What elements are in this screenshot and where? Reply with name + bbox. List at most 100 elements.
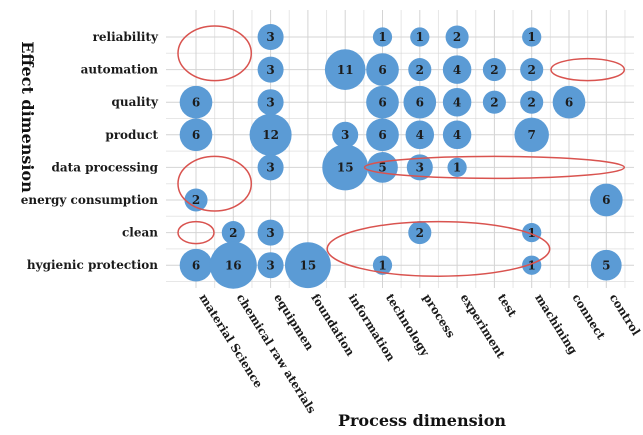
bubble xyxy=(590,249,622,281)
bubble xyxy=(332,121,359,148)
highlight-ellipse xyxy=(177,155,253,212)
bubble xyxy=(257,219,284,246)
bubble xyxy=(249,113,292,156)
y-tick-label: reliability xyxy=(93,30,159,44)
bubble-value-label: 4 xyxy=(453,95,461,109)
bubble xyxy=(405,120,435,150)
bubble xyxy=(445,25,469,49)
bubble xyxy=(552,85,586,119)
bubble-value-label: 2 xyxy=(490,63,498,77)
y-tick-label: energy consumption xyxy=(21,193,159,207)
bubble xyxy=(179,85,213,119)
bubble-value-label: 3 xyxy=(266,63,274,77)
bubble xyxy=(406,154,433,181)
bubble xyxy=(366,118,399,152)
bubble xyxy=(367,152,398,183)
bubble-value-label: 2 xyxy=(416,226,424,240)
bubble xyxy=(442,87,472,117)
bubble xyxy=(324,49,366,90)
bubble-value-label: 12 xyxy=(262,128,279,142)
bubble-value-label: 2 xyxy=(528,95,536,109)
bubble-value-label: 6 xyxy=(416,95,424,109)
highlight-ellipse xyxy=(177,25,253,82)
bubble-value-label: 5 xyxy=(602,258,610,272)
x-tick-label: test xyxy=(495,291,520,320)
bubble-value-label: 3 xyxy=(266,258,274,272)
bubble xyxy=(408,221,432,245)
bubble xyxy=(179,248,213,282)
bubble-value-label: 2 xyxy=(229,226,237,240)
bubble xyxy=(322,144,369,191)
bubble xyxy=(482,58,506,82)
bubble-value-label: 5 xyxy=(378,161,386,175)
bubble xyxy=(442,120,472,150)
highlight-ellipse xyxy=(363,155,626,180)
bubble-value-label: 15 xyxy=(300,258,317,272)
bubble xyxy=(522,255,542,275)
bubble-value-label: 3 xyxy=(341,128,349,142)
bubble-series: 3 1 1 2 13 11 6 2 4 2 26 3 6 6 4 2 2 66 12 3 6 4 4 73 15 5 3 12 62 3 2… xyxy=(179,23,623,289)
bubble xyxy=(257,23,284,51)
bubble-value-label: 6 xyxy=(378,128,386,142)
bubble-value-label: 4 xyxy=(416,128,424,142)
bubble-value-label: 1 xyxy=(528,226,536,240)
bubble-value-label: 1 xyxy=(378,30,386,44)
bubble-value-label: 6 xyxy=(192,95,200,109)
bubble-value-label: 3 xyxy=(266,226,274,240)
bubble-value-label: 1 xyxy=(416,30,424,44)
bubble xyxy=(257,154,284,181)
y-tick-label: automation xyxy=(81,63,159,77)
x-tick-label: control xyxy=(607,291,643,338)
bubble xyxy=(410,27,430,47)
bubble xyxy=(372,255,393,275)
bubble-value-label: 3 xyxy=(266,161,274,175)
highlight-ellipse xyxy=(177,220,215,245)
bubble-value-label: 6 xyxy=(378,63,386,77)
bubble xyxy=(209,241,257,289)
bubble xyxy=(257,56,284,83)
x-tick-label: process xyxy=(420,291,458,340)
bubble-value-label: 3 xyxy=(266,95,274,109)
bubble xyxy=(522,27,542,47)
highlight-ellipse xyxy=(550,57,626,82)
bubble xyxy=(184,188,208,212)
bubble-value-label: 2 xyxy=(528,63,536,77)
highlight-ellipse xyxy=(326,220,551,277)
bubble-value-label: 2 xyxy=(192,193,200,207)
y-tick-label: clean xyxy=(122,226,158,240)
y-tick-label: hygienic protection xyxy=(27,258,158,272)
bubble-value-label: 6 xyxy=(192,128,200,142)
bubble-value-label: 6 xyxy=(192,258,200,272)
bubble-value-label: 3 xyxy=(266,30,274,44)
bubble xyxy=(403,85,437,119)
bubble-value-label: 1 xyxy=(453,161,461,175)
bubble xyxy=(408,58,432,82)
y-axis-title: Effect dimension xyxy=(18,41,37,193)
y-tick-label: product xyxy=(105,128,158,142)
bubble xyxy=(366,53,399,86)
bubble-value-label: 2 xyxy=(416,63,424,77)
bubble xyxy=(366,85,399,119)
bubble xyxy=(442,55,472,84)
bubble-value-label: 3 xyxy=(416,161,424,175)
highlight-ellipses xyxy=(177,25,626,277)
x-axis-title: Process dimension xyxy=(338,411,506,430)
bubble xyxy=(179,118,213,152)
bubble-value-label: 1 xyxy=(528,258,536,272)
y-tick-label: quality xyxy=(111,95,159,109)
y-tick-label: data processing xyxy=(51,160,158,174)
bubble xyxy=(514,117,549,153)
bubble-value-label: 7 xyxy=(528,128,536,142)
bubble xyxy=(284,242,331,289)
bubble xyxy=(522,222,542,243)
bubble-value-label: 6 xyxy=(378,95,386,109)
bubble-value-label: 2 xyxy=(453,30,461,44)
bubble-value-label: 4 xyxy=(453,63,461,77)
bubble-value-label: 16 xyxy=(225,258,242,272)
bubble xyxy=(257,89,284,116)
bubble xyxy=(257,252,284,279)
x-tick-label: connect xyxy=(569,291,608,342)
bubble xyxy=(372,27,393,47)
